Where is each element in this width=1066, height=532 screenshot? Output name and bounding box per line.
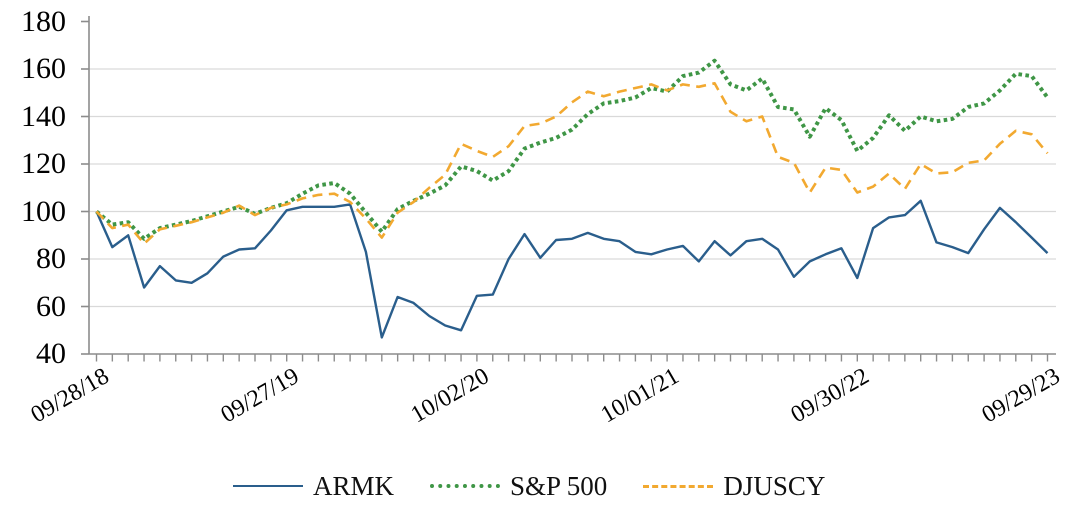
y-tick-label: 180 xyxy=(21,4,66,38)
y-tick-label: 160 xyxy=(21,52,66,85)
legend-item-sp500: S&P 500 xyxy=(430,471,607,501)
plot-area xyxy=(81,16,1056,362)
sp500-line-swatch xyxy=(430,484,501,488)
y-tick-label: 60 xyxy=(36,289,66,323)
chart-legend: ARMK S&P 500 DJUSCY xyxy=(233,471,825,501)
y-tick-label: 120 xyxy=(21,147,66,180)
djuscy-line-swatch xyxy=(643,484,714,488)
legend-label-sp500: S&P 500 xyxy=(510,471,608,501)
armk-line xyxy=(95,199,1049,339)
djuscy-line xyxy=(95,82,1049,245)
y-tick-label: 40 xyxy=(36,337,66,370)
legend-label-armk: ARMK xyxy=(313,471,395,501)
y-tick-label: 100 xyxy=(21,194,66,228)
legend-label-djuscy: DJUSCY xyxy=(723,471,826,501)
legend-item-djuscy: DJUSCY xyxy=(643,471,825,501)
armk-line-swatch xyxy=(233,485,303,487)
y-tick-label: 80 xyxy=(36,242,66,275)
y-tick-label: 140 xyxy=(21,99,66,133)
legend-item-armk: ARMK xyxy=(233,471,394,501)
